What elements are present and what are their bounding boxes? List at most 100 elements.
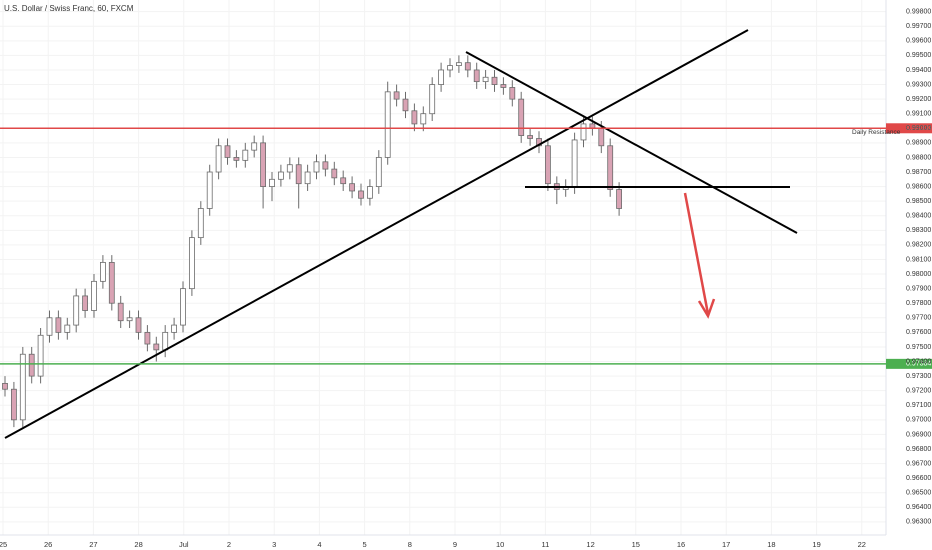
x-tick-label: 11 [542, 540, 550, 549]
candle-body [269, 178, 275, 187]
trendline [4, 29, 749, 439]
y-tick-label: 0.97400 [906, 358, 931, 365]
y-tick-label: 0.99500 [906, 52, 931, 59]
y-tick-label: 0.98800 [906, 154, 931, 161]
candle-body [580, 123, 587, 141]
candle-body [206, 171, 213, 209]
candle-body [384, 91, 391, 158]
candle-body [491, 76, 498, 85]
y-tick-label: 0.97100 [906, 402, 931, 409]
candle-body [153, 343, 160, 351]
x-tick-label: 12 [586, 540, 594, 549]
candle-body [340, 177, 347, 185]
candle-body [46, 317, 53, 336]
y-tick-label: 0.98600 [906, 183, 931, 190]
candle-body [358, 190, 364, 199]
y-tick-label: 0.96500 [906, 490, 931, 497]
y-tick-label: 0.96800 [906, 446, 931, 453]
x-tick-label: 26 [44, 540, 52, 549]
candle-body [82, 295, 88, 311]
x-tick-label: Jul [179, 540, 189, 549]
level-label: 0.99000 [906, 125, 931, 132]
x-tick-label: 19 [812, 540, 820, 549]
arrow [683, 192, 710, 315]
y-tick-label: 0.97200 [906, 388, 931, 395]
candle-body [438, 69, 445, 85]
candle-body [500, 84, 507, 88]
candle-body [464, 62, 471, 71]
candle-body [73, 295, 80, 326]
x-tick-label: 27 [89, 540, 97, 549]
candle-body [473, 69, 480, 83]
y-tick-label: 0.98000 [906, 271, 931, 278]
level-tag [886, 123, 932, 134]
candle-body [482, 76, 489, 83]
x-tick-label: 8 [408, 540, 412, 549]
candle-body [10, 388, 17, 421]
y-tick-label: 0.97700 [906, 315, 931, 322]
candle-body [455, 62, 462, 66]
candle-body [616, 189, 622, 209]
x-tick-label: 4 [317, 540, 321, 549]
candle-body [224, 145, 231, 158]
y-tick-label: 0.98100 [906, 256, 931, 263]
y-tick-label: 0.98500 [906, 198, 931, 205]
x-tick-label: 3 [272, 540, 276, 549]
y-tick-label: 0.97300 [906, 373, 931, 380]
y-tick-label: 0.96700 [906, 460, 931, 467]
candle-body [91, 280, 97, 311]
y-tick-label: 0.98400 [906, 213, 931, 220]
candle-body [304, 171, 311, 185]
candle-body [295, 164, 302, 185]
candle-body [100, 261, 106, 282]
y-tick-label: 0.98900 [906, 140, 931, 147]
candle-body [19, 353, 26, 421]
y-tick-label: 0.96600 [906, 475, 931, 482]
candle-body [518, 98, 525, 136]
candle-body [28, 353, 35, 377]
candle-body [411, 110, 418, 125]
candle-body [447, 65, 453, 71]
x-tick-label: 15 [632, 540, 640, 549]
x-tick-label: 9 [453, 540, 457, 549]
y-tick-label: 0.97900 [906, 285, 931, 292]
y-tick-label: 0.98700 [906, 169, 931, 176]
candle-body [144, 331, 151, 345]
trendline [465, 51, 798, 234]
y-tick-label: 0.97800 [906, 300, 931, 307]
x-tick-label: 25 [0, 540, 7, 549]
x-tick-label: 28 [134, 540, 142, 549]
candle-body [171, 324, 178, 333]
y-tick-label: 0.99700 [906, 23, 931, 30]
y-tick-label: 0.99200 [906, 96, 931, 103]
candle-body [286, 164, 293, 173]
y-tick-label: 0.96900 [906, 431, 931, 438]
candle-body [331, 168, 338, 179]
candle-body [64, 324, 71, 333]
x-tick-label: 17 [722, 540, 730, 549]
candle-body [527, 135, 533, 139]
candle-body [393, 91, 400, 100]
y-tick-label: 0.99800 [906, 9, 931, 16]
candle-body [366, 186, 373, 199]
x-tick-label: 18 [767, 540, 775, 549]
candle-body [545, 145, 551, 185]
candle-body [607, 145, 614, 190]
candle-body [420, 113, 427, 125]
candle-body [242, 149, 249, 161]
candle-body [126, 317, 133, 322]
candle-body [429, 84, 436, 115]
level-tag [886, 358, 932, 369]
candle-body [108, 261, 115, 304]
y-tick-label: 0.96300 [906, 519, 931, 526]
candle-body [402, 98, 409, 112]
x-tick-label: 22 [858, 540, 866, 549]
y-tick-label: 0.97000 [906, 417, 931, 424]
y-tick-label: 0.99400 [906, 67, 931, 74]
x-tick-label: 2 [227, 540, 231, 549]
candle-body [251, 142, 258, 151]
candle-body [37, 334, 44, 377]
candle-body [180, 288, 186, 326]
y-tick-label: 0.99300 [906, 81, 931, 88]
